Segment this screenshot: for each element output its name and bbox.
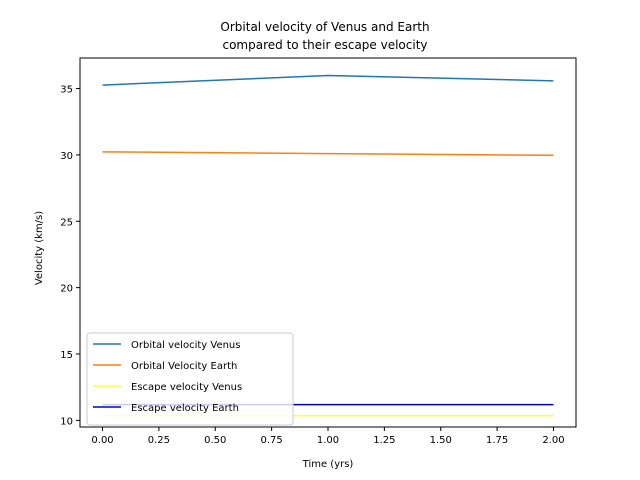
chart-title-line-1: Orbital velocity of Venus and Earth xyxy=(220,20,429,34)
y-tick-label: 20 xyxy=(60,284,73,295)
y-axis-label: Velocity (km/s) xyxy=(34,211,45,285)
x-tick-label: 1.50 xyxy=(430,435,452,446)
plot-area: 0.00 0.25 0.50 0.75 1.00 1.25 1.50 1.75 2.00 10 15… xyxy=(60,57,577,446)
legend-label-1: Orbital velocity Venus xyxy=(131,340,240,351)
x-tick-label: 0.75 xyxy=(261,435,283,446)
x-tick-label: 0.25 xyxy=(148,435,170,446)
y-tick-label: 10 xyxy=(60,416,73,427)
x-tick-label: 2.00 xyxy=(542,435,564,446)
series-line-1 xyxy=(102,74,554,86)
y-tick-label: 30 xyxy=(60,151,73,162)
legend-label-2: Orbital Velocity Earth xyxy=(131,361,237,372)
legend-box xyxy=(86,332,294,426)
y-tick-label: 35 xyxy=(60,85,73,96)
legend-label-4: Escape velocity Earth xyxy=(131,403,239,414)
x-tick-label: 0.00 xyxy=(91,435,113,446)
x-tick-label: 1.25 xyxy=(373,435,395,446)
x-tick-label: 0.50 xyxy=(204,435,226,446)
x-tick-label: 1.75 xyxy=(486,435,508,446)
x-tick-label: 1.00 xyxy=(317,435,339,446)
series-line-2 xyxy=(102,151,554,157)
y-tick-label: 15 xyxy=(60,350,73,361)
chart-title-line-2: compared to their escape velocity xyxy=(222,38,427,52)
x-axis-label: Time (yrs) xyxy=(302,459,354,470)
legend-label-3: Escape velocity Venus xyxy=(131,382,242,393)
y-tick-label: 25 xyxy=(60,217,73,228)
